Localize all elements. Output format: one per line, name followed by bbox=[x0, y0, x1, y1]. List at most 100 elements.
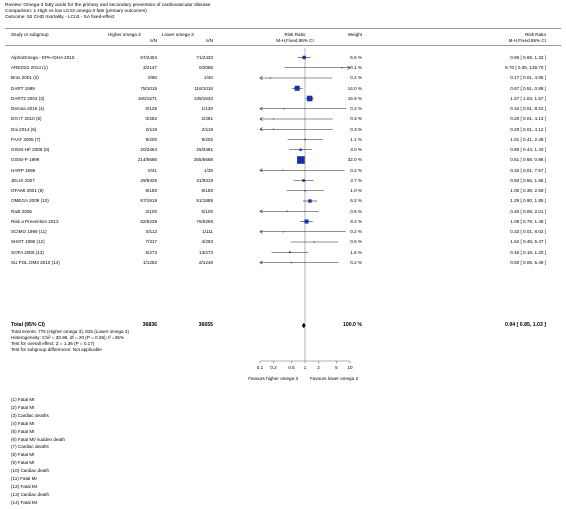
effect-square bbox=[297, 156, 305, 164]
ci-left-arrow bbox=[259, 76, 263, 80]
effect-square bbox=[272, 118, 275, 120]
group2-events: 0/2058 bbox=[198, 65, 213, 71]
study-name: SOFA 2006 (13) bbox=[11, 249, 44, 255]
effect-square bbox=[299, 148, 302, 151]
effect-square bbox=[304, 138, 306, 141]
study-risk-ratio: 0.46 [ 0.18, 1.20 ] bbox=[510, 249, 546, 255]
footnote: (12) Fatal MI bbox=[11, 483, 38, 489]
study-risk-ratio: 1.29 [ 0.90, 1.85 ] bbox=[510, 198, 546, 204]
study-risk-ratio: 0.93 [ 0.56, 1.55 ] bbox=[510, 177, 546, 183]
study-risk-ratio: 6.70 [ 0.35, 129.70 ] bbox=[505, 65, 546, 71]
x-axis-tick-label: 0.5 bbox=[288, 365, 295, 370]
total-n2: 36655 bbox=[198, 322, 213, 328]
effect-square bbox=[306, 95, 313, 102]
study-column-header: Study or subgroup bbox=[11, 32, 49, 37]
study-risk-ratio: 0.20 [ 0.01, 4.12 ] bbox=[510, 126, 546, 132]
group2-events: 31/9319 bbox=[196, 177, 213, 183]
study-weight: 0.2 % bbox=[350, 106, 362, 112]
group1-events: 7/317 bbox=[145, 239, 158, 245]
study-weight: 0.2 % bbox=[350, 229, 362, 235]
header-top-rule bbox=[5, 28, 561, 29]
study-weight: 6.2 % bbox=[350, 198, 362, 204]
study-name: FAAT 2005 (7) bbox=[11, 136, 41, 142]
footnote: (3) Cardiac deaths bbox=[11, 412, 49, 418]
group2-column-header: Lower omega 3 bbox=[162, 32, 194, 37]
summary-heterogeneity: Heterogeneity: Chi² = 30.96, df = 20 (P … bbox=[11, 335, 125, 340]
group2-events: 116/1018 bbox=[194, 85, 213, 91]
group1-events: 1/1253 bbox=[142, 259, 157, 265]
effect-square bbox=[269, 77, 271, 79]
total-diamond bbox=[301, 322, 306, 329]
group1-events: 20/3494 bbox=[140, 147, 157, 153]
study-risk-ratio: 0.32 [ 0.01, 7.57 ] bbox=[510, 167, 546, 173]
summary-events: Total events: 775 (Higher omega 3), 825 … bbox=[11, 329, 129, 334]
effect-square bbox=[302, 179, 305, 182]
footnote: (6) Fatal MI/ sudden death bbox=[11, 436, 65, 442]
study-name: AlphaOmega - EPA+DHA 2010 bbox=[11, 54, 75, 60]
weight-column-header: Weight bbox=[347, 32, 362, 37]
study-name: DART2 2003 (3) bbox=[11, 95, 45, 101]
study-name: Derosa 2016 (4) bbox=[11, 106, 45, 112]
group1-events: 0/112 bbox=[145, 229, 157, 235]
ci-left-arrow bbox=[259, 127, 263, 132]
study-risk-ratio: 0.67 [ 0.51, 0.89 ] bbox=[510, 85, 546, 91]
effect-square bbox=[290, 261, 293, 264]
study-risk-ratio: 1.01 [ 0.41, 2.49 ] bbox=[510, 136, 546, 142]
study-weight: 1.0 % bbox=[350, 188, 362, 194]
group2-events: 1/111 bbox=[202, 229, 213, 235]
summary-subgroup: Test for subgroup differences: Not appli… bbox=[11, 347, 102, 352]
x-axis-tick-label: 5 bbox=[335, 365, 338, 370]
effect-square bbox=[282, 169, 284, 171]
study-risk-ratio: 1.62 [ 0.48, 5.47 ] bbox=[510, 239, 546, 245]
header-bottom-rule bbox=[5, 45, 561, 46]
effect-square bbox=[313, 241, 316, 243]
study-risk-ratio: 0.20 [ 0.01, 4.13 ] bbox=[510, 116, 546, 122]
total-label: Total (95% CI) bbox=[11, 322, 45, 328]
study-name: Raitt 2005 bbox=[11, 208, 32, 214]
group1-nn-header: n/N bbox=[149, 38, 157, 43]
group1-events: 0/125 bbox=[145, 106, 158, 112]
x-axis-tick-label: 10 bbox=[347, 365, 353, 370]
study-name: OMEGA 2009 (10) bbox=[11, 198, 49, 204]
effect-square bbox=[341, 67, 343, 69]
group2-events: 8/150 bbox=[201, 188, 214, 194]
group1-events: 3/2147 bbox=[142, 65, 157, 71]
footnote: (1) Fatal MI bbox=[11, 397, 35, 402]
study-name: DO IT 2010 (5) bbox=[11, 116, 42, 122]
group1-events: 8/150 bbox=[145, 188, 158, 194]
group1-events: 29/9326 bbox=[140, 177, 157, 183]
footnote: (9) Fatal MI bbox=[11, 460, 35, 466]
summary-overall-effect: Test for overall effect: Z = 1.36 (P = 0… bbox=[11, 341, 95, 346]
outcome-title: Outcome: 52 CHD mortality - LCn3 - SA fi… bbox=[5, 15, 115, 20]
ci-left-arrow bbox=[259, 229, 263, 234]
study-risk-ratio: 0.96 [ 0.69, 1.33 ] bbox=[510, 54, 546, 60]
effect-square bbox=[288, 251, 291, 254]
effect-square bbox=[272, 128, 275, 130]
group1-events: 82/6239 bbox=[140, 218, 157, 224]
study-weight: 14.0 % bbox=[347, 85, 362, 91]
group2-events: 51/1885 bbox=[196, 198, 213, 204]
study-name: Brox 2001 (2) bbox=[11, 75, 39, 81]
effect-square bbox=[304, 219, 309, 224]
study-risk-ratio: 0.81 [ 0.68, 0.96 ] bbox=[510, 157, 546, 163]
study-weight: 0.3 % bbox=[350, 126, 362, 132]
group2-events: 2/119 bbox=[201, 126, 213, 132]
group2-events: 13/273 bbox=[198, 249, 213, 255]
study-weight: 9.2 % bbox=[350, 218, 362, 224]
ci-method-header: M-H,Fixed,95% CI bbox=[508, 38, 546, 43]
footnote: (13) Cardiac death bbox=[11, 491, 50, 497]
study-name: SCIMO 1999 (11) bbox=[11, 229, 47, 235]
study-risk-ratio: 0.40 [ 0.08, 2.01 ] bbox=[510, 208, 546, 214]
x-axis-tick-label: 0.1 bbox=[257, 365, 264, 370]
study-risk-ratio: 0.34 [ 0.01, 8.23 ] bbox=[510, 106, 546, 112]
study-weight: 1.1 % bbox=[350, 136, 362, 142]
group1-column-header: Higher omega 3 bbox=[108, 32, 141, 37]
effect-square bbox=[283, 108, 285, 110]
effect-square bbox=[302, 55, 306, 60]
study-risk-ratio: 0.17 [ 0.01, 4.05 ] bbox=[510, 75, 546, 81]
x-axis-tick-label: 0.2 bbox=[270, 365, 277, 370]
study-weight: 0.5 % bbox=[350, 239, 362, 245]
ci-column-header: Risk Ratio bbox=[525, 32, 546, 37]
ci-left-arrow bbox=[259, 260, 263, 265]
